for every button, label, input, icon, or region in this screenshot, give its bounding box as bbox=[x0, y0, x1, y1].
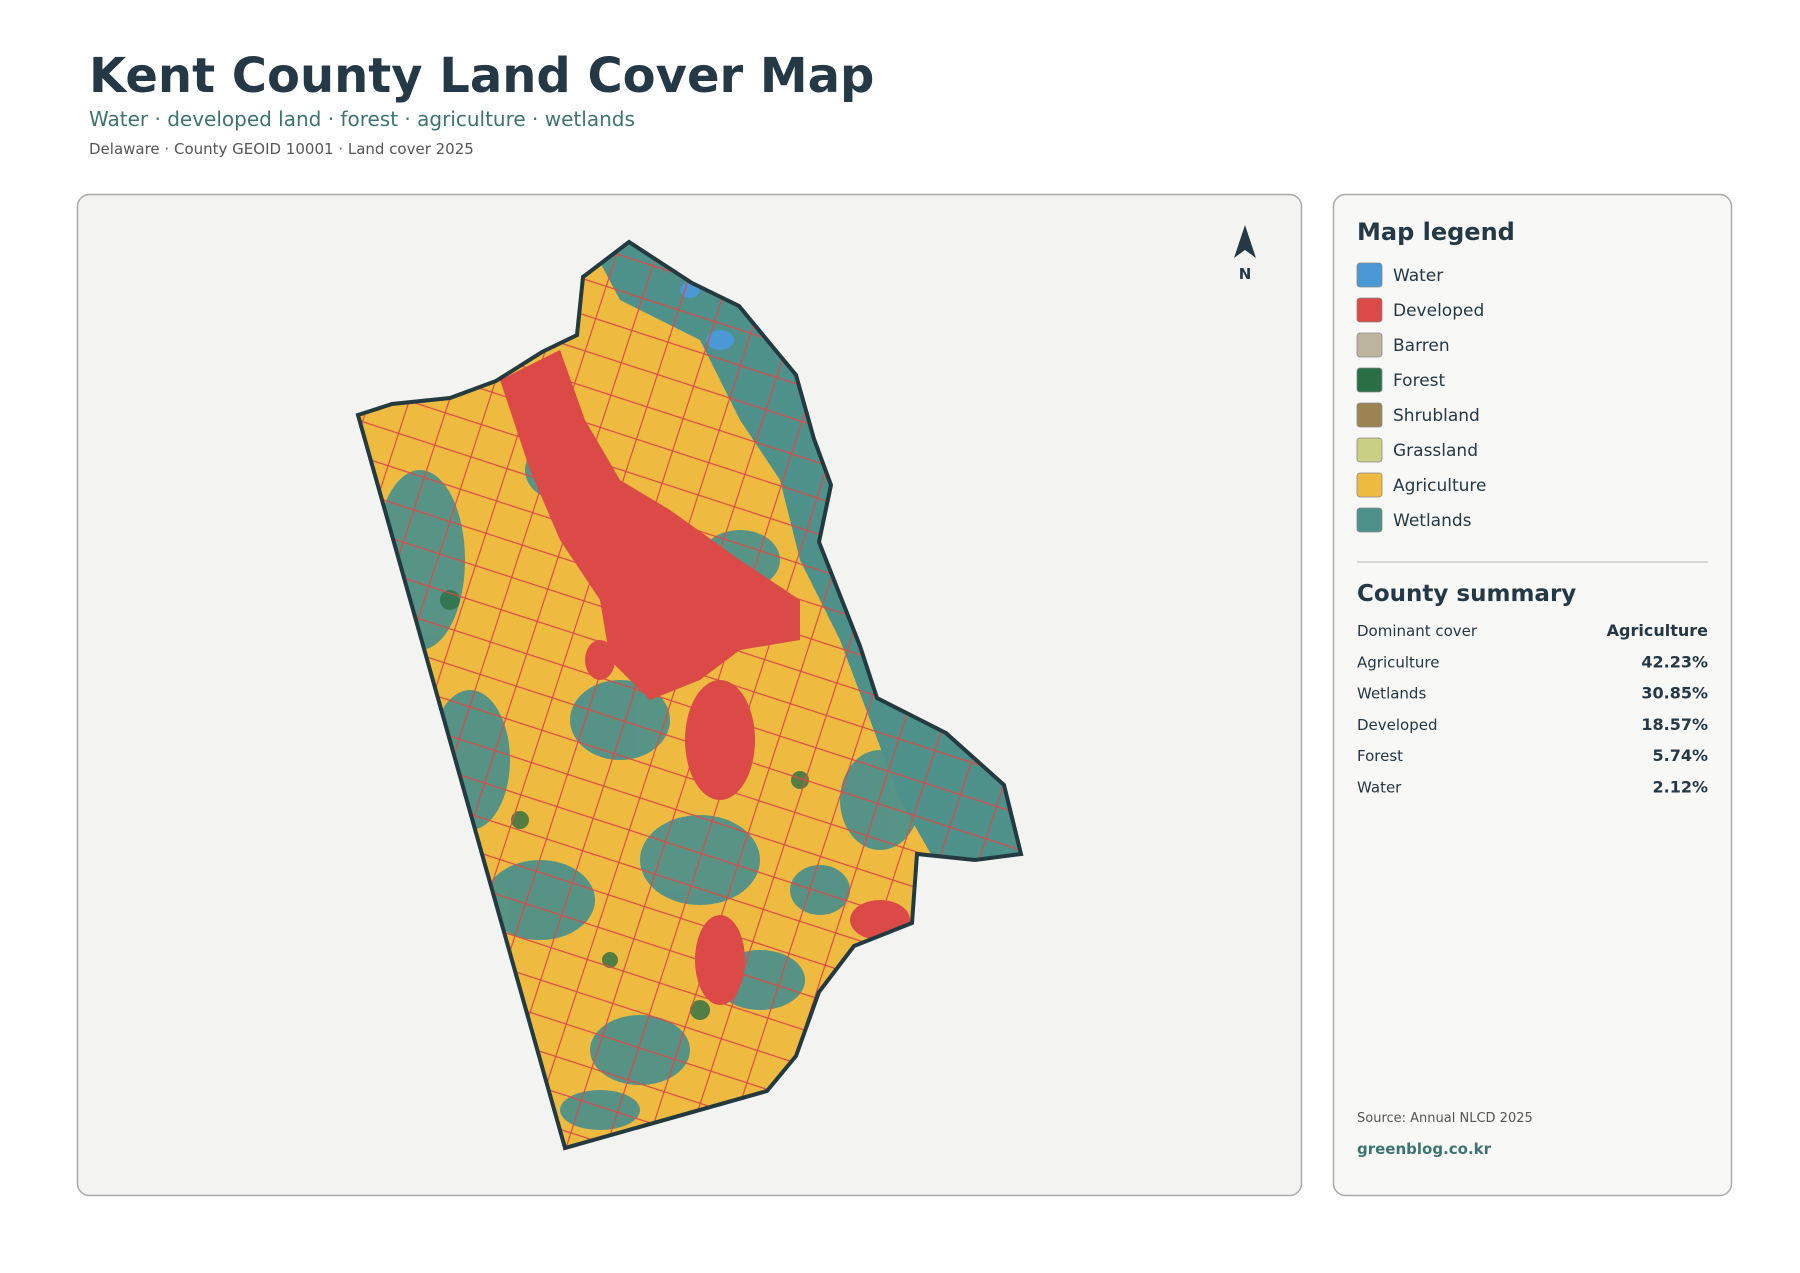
summary-label: Wetlands bbox=[1357, 685, 1426, 703]
legend-swatch bbox=[1356, 332, 1383, 358]
north-arrow bbox=[1234, 225, 1256, 258]
legend-label: Shrubland bbox=[1393, 406, 1480, 426]
legend-swatch bbox=[1356, 367, 1383, 393]
summary-value: 18.57% bbox=[1641, 715, 1708, 734]
source: Source: Annual NLCD 2025 bbox=[1357, 1111, 1533, 1126]
legend-swatch bbox=[1356, 472, 1383, 498]
summary-value: Agriculture bbox=[1607, 621, 1709, 640]
summary-value: 30.85% bbox=[1641, 684, 1708, 703]
legend: Water Developed Barren Forest Shrubland Grass… bbox=[1356, 262, 1487, 533]
site: greenblog.co.kr bbox=[1357, 1140, 1492, 1158]
summary-label: Water bbox=[1357, 779, 1402, 797]
legend-label: Grassland bbox=[1393, 441, 1478, 461]
legend-swatch bbox=[1356, 402, 1383, 428]
summary-label: Dominant cover bbox=[1357, 622, 1478, 640]
summary-value: 2.12% bbox=[1652, 778, 1708, 797]
side-panel bbox=[1332, 193, 1733, 1197]
legend-swatch bbox=[1356, 437, 1383, 463]
summary-label: Agriculture bbox=[1357, 653, 1440, 671]
summary-label: Forest bbox=[1357, 747, 1403, 765]
county-outline bbox=[355, 239, 1024, 1151]
meta: Delaware · County GEOID 10001 · Land cov… bbox=[89, 140, 474, 158]
legend-label: Developed bbox=[1393, 301, 1484, 321]
legend-swatch bbox=[1356, 297, 1383, 323]
legend-label: Barren bbox=[1393, 336, 1450, 356]
summary-value: 5.74% bbox=[1652, 746, 1708, 765]
summary-value: 42.23% bbox=[1641, 652, 1708, 671]
legend-label: Wetlands bbox=[1393, 511, 1472, 531]
legend-swatch bbox=[1356, 262, 1383, 288]
north-label: N bbox=[1239, 265, 1252, 283]
summary-label: Developed bbox=[1357, 716, 1438, 734]
legend-label: Forest bbox=[1393, 371, 1446, 391]
subtitle: Water · developed land · forest · agricu… bbox=[89, 107, 635, 131]
legend-label: Agriculture bbox=[1393, 476, 1487, 496]
legend-title: Map legend bbox=[1357, 218, 1515, 246]
title: Kent County Land Cover Map bbox=[89, 48, 874, 104]
legend-label: Water bbox=[1393, 266, 1443, 286]
summary: Dominant cover Agriculture Agriculture 42.2… bbox=[1357, 621, 1708, 797]
summary-title: County summary bbox=[1357, 581, 1576, 607]
legend-swatch bbox=[1356, 507, 1383, 533]
